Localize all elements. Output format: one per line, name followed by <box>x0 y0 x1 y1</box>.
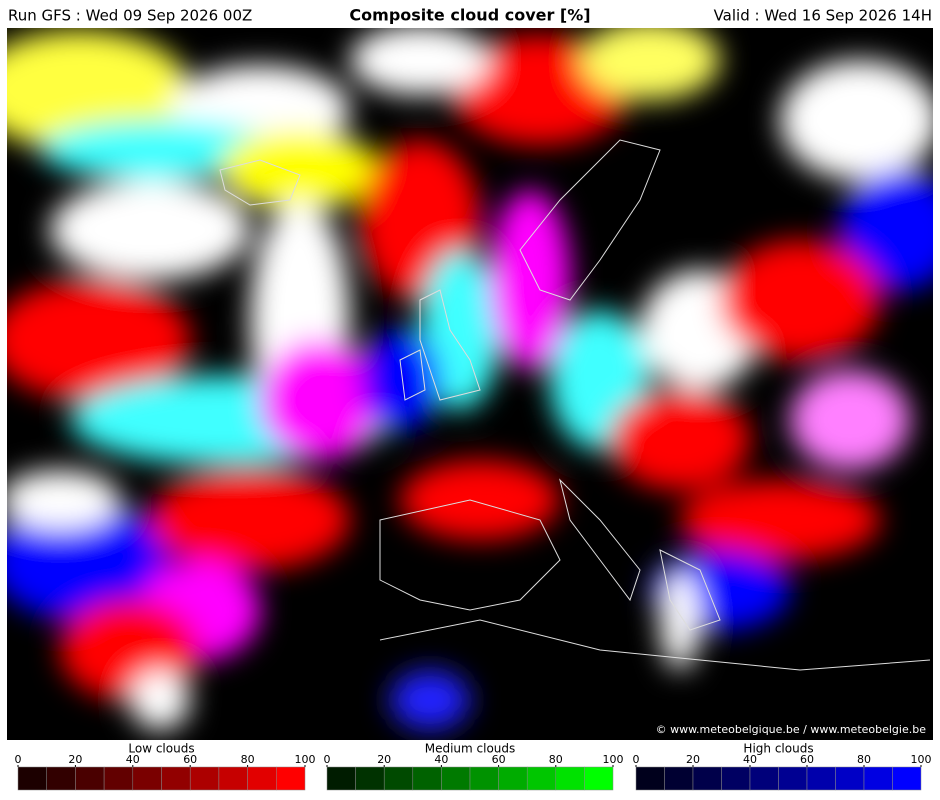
legend-tick-label: 60 <box>800 753 814 766</box>
legend-swatch <box>247 766 277 791</box>
legend-swatch <box>218 766 248 791</box>
legend-swatch <box>276 766 306 791</box>
legend-swatch <box>189 766 220 791</box>
legend-swatch <box>584 766 614 791</box>
legend-swatch <box>355 766 385 791</box>
legend-tick-label: 80 <box>241 753 255 766</box>
legend-swatch <box>469 766 499 791</box>
legend-swatch <box>441 766 471 791</box>
legend-swatch <box>161 766 191 791</box>
legend-tick-label: 100 <box>295 753 316 766</box>
legend-tick-label: 60 <box>492 753 506 766</box>
legends: Low clouds 0 20 40 60 80 100 Medium clouds 0 20 40… <box>15 742 932 791</box>
legend-swatch <box>692 766 722 791</box>
legend-tick-label: 40 <box>743 753 757 766</box>
legend-swatch <box>103 766 134 791</box>
legend-tick-label: 0 <box>324 753 331 766</box>
legend-swatch <box>46 766 76 791</box>
legend-swatch <box>635 766 665 791</box>
legend-swatch <box>664 766 694 791</box>
legend-tick-label: 20 <box>68 753 82 766</box>
legend-swatch <box>132 766 162 791</box>
legend-swatch <box>721 766 751 791</box>
legend-tick-label: 80 <box>857 753 871 766</box>
legend-swatch <box>412 766 442 791</box>
legend-swatch <box>526 766 557 791</box>
legend-swatch <box>383 766 414 791</box>
legend-swatch <box>326 766 356 791</box>
legend-swatch <box>778 766 808 791</box>
legend-swatch <box>749 766 779 791</box>
legend-tick-label: 0 <box>633 753 640 766</box>
legend-swatch <box>835 766 865 791</box>
legend-tick-label: 80 <box>549 753 563 766</box>
legend-swatch <box>17 766 47 791</box>
legend-swatch <box>555 766 585 791</box>
credit: © www.meteobelgique.be / www.meteobelgie… <box>656 723 927 736</box>
cloud-map: © www.meteobelgique.be / www.meteobelgie… <box>7 28 933 740</box>
legend-tick-label: 0 <box>15 753 22 766</box>
valid-label: Valid : Wed 16 Sep 2026 14H <box>714 7 932 25</box>
legend-swatch <box>498 766 528 791</box>
map-title: Composite cloud cover [%] <box>349 6 590 25</box>
legend-title: High clouds <box>743 742 813 756</box>
legend-swatch <box>892 766 922 791</box>
legend-tick-label: 40 <box>434 753 448 766</box>
legend-title: Medium clouds <box>425 742 516 756</box>
legend-swatch <box>806 766 836 791</box>
legend-tick-label: 40 <box>126 753 140 766</box>
legend-swatch <box>863 766 893 791</box>
legend-tick-label: 20 <box>686 753 700 766</box>
legend-tick-label: 100 <box>603 753 624 766</box>
legend-swatch <box>75 766 105 791</box>
run-label: Run GFS : Wed 09 Sep 2026 00Z <box>8 7 252 25</box>
legend-title: Low clouds <box>128 742 194 756</box>
legend-tick-label: 20 <box>377 753 391 766</box>
legend-tick-label: 60 <box>183 753 197 766</box>
legend-tick-label: 100 <box>911 753 932 766</box>
